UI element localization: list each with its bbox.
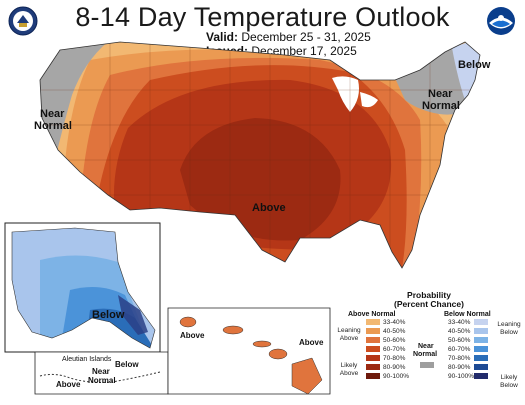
ne-near-label-1: Near [428, 88, 453, 100]
aleutian-near-label-1: Near [92, 367, 110, 376]
legend-above-swatch [366, 355, 380, 361]
legend-above-swatch [366, 373, 380, 379]
oahu [222, 325, 244, 335]
legend-above-bin-label: 50-60% [383, 336, 406, 344]
kauai [179, 316, 197, 328]
hawaii-above-label-1: Above [180, 331, 205, 340]
conus-above-label: Above [252, 202, 286, 214]
legend-below-bin-label: 90-100% [448, 372, 475, 380]
legend-below-swatch [474, 364, 488, 370]
legend-above-swatch [366, 337, 380, 343]
ne-below-label: Below [458, 59, 491, 71]
alaska-outline [11, 227, 156, 349]
west-near-label-2: Normal [34, 120, 72, 132]
legend-above-bin-label: 40-50% [383, 327, 406, 335]
legend-below-swatch [474, 328, 488, 334]
aleutian-islands-label: Aleutian Islands [62, 356, 112, 363]
alaska-below-label: Below [92, 309, 125, 321]
legend-near-1: Near [418, 343, 434, 350]
valid-label: Valid: [206, 30, 239, 44]
legend-above-swatch [366, 319, 380, 325]
legend-title-2: (Percent Chance) [394, 299, 464, 309]
legend-below-swatch [474, 346, 488, 352]
aleutian-above-label: Above [56, 380, 81, 389]
legend-leaning-above-2: Above [339, 335, 359, 342]
legend-above-swatch [366, 346, 380, 352]
near-normal-west [40, 42, 110, 160]
alaska-panhandle [118, 295, 148, 335]
hawaii-above-label-2: Above [299, 338, 324, 347]
valid-line: Valid: December 25 - 31, 2025 [206, 30, 371, 44]
aleutian-chain [39, 371, 161, 383]
legend-below-swatch [474, 355, 488, 361]
doc-seal-icon [8, 6, 38, 36]
legend-leaning-below-1: Leaning [497, 321, 521, 328]
legend-above-swatch [366, 328, 380, 334]
legend-near-2: Normal [413, 351, 438, 358]
big-island [291, 357, 323, 395]
legend-likely-above-2: Above [339, 370, 359, 377]
molokai [252, 340, 272, 348]
ne-near-label-2: Normal [422, 100, 460, 112]
legend-above-bin-label: 80-90% [383, 363, 406, 371]
legend-likely-above-1: Likely [340, 362, 358, 369]
legend-below-swatch [474, 319, 488, 325]
noaa-logo-icon [487, 7, 515, 35]
legend-below-bin-label: 60-70% [448, 345, 471, 353]
west-near-label-1: Near [40, 108, 65, 120]
legend-above-bin-label: 90-100% [383, 372, 410, 380]
legend-below-swatch [474, 373, 488, 379]
legend-leaning-below-2: Below [500, 329, 518, 336]
legend-below-bin-label: 40-50% [448, 327, 471, 335]
legend-near-swatch [420, 362, 434, 368]
great-lakes-west [332, 76, 359, 112]
legend-below-bin-label: 80-90% [448, 363, 471, 371]
conus-outline [39, 41, 481, 269]
legend-below-swatch [474, 337, 488, 343]
hawaii-inset-frame [167, 307, 331, 395]
legend-leaning-above-1: Leaning [337, 327, 361, 334]
aleutian-near-label-2: Normal [88, 376, 116, 385]
legend-below-bin-label: 50-60% [448, 336, 471, 344]
map-title: 8-14 Day Temperature Outlook [75, 2, 450, 32]
legend-below-bin-label: 70-80% [448, 354, 471, 362]
legend-below-bin-label: 33-40% [448, 318, 471, 326]
legend-above-bin-label: 33-40% [383, 318, 406, 326]
legend-likely-below-1: Likely [500, 374, 518, 381]
aleutian-below-label: Below [115, 360, 139, 369]
legend-below-header: Below Normal [444, 311, 491, 318]
legend-likely-below-2: Below [500, 382, 518, 389]
legend-title-1: Probability [407, 290, 451, 300]
maui [268, 348, 288, 360]
hawaii-islands [179, 316, 323, 395]
legend-above-swatch [366, 364, 380, 370]
valid-value: December 25 - 31, 2025 [241, 30, 371, 44]
legend-above-header: Above Normal [348, 311, 396, 318]
legend-above-bin-label: 70-80% [383, 354, 406, 362]
great-lakes-east [360, 92, 378, 108]
legend-above-bin-label: 60-70% [383, 345, 406, 353]
